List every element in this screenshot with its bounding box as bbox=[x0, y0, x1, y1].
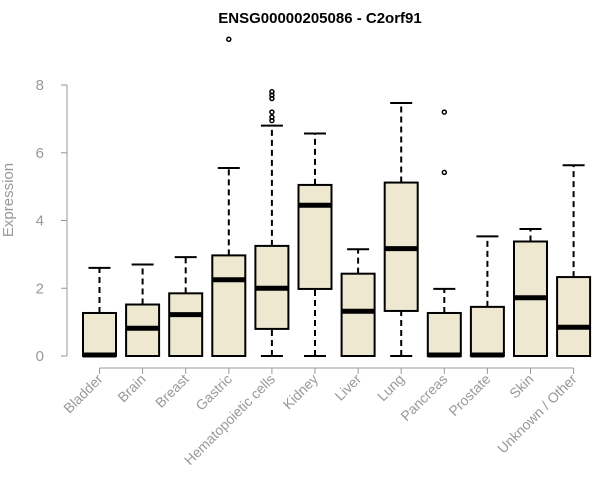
iqr-box bbox=[469, 305, 505, 358]
x-tick-label: Pancreas bbox=[397, 371, 450, 424]
box-kidney bbox=[297, 132, 333, 357]
boxes-group bbox=[82, 36, 592, 358]
iqr-box bbox=[340, 272, 376, 357]
box-lung bbox=[383, 101, 419, 357]
box-prostate bbox=[469, 235, 505, 358]
outlier-point bbox=[441, 169, 448, 176]
box-gastric bbox=[211, 36, 247, 357]
box-breast bbox=[168, 256, 204, 357]
box-pancreas bbox=[426, 109, 462, 358]
iqr-box bbox=[426, 311, 462, 358]
x-tick-label: Liver bbox=[331, 371, 364, 404]
x-tick-label: Brain bbox=[114, 371, 148, 405]
outlier-point bbox=[269, 89, 275, 95]
outlier-point bbox=[269, 109, 275, 115]
iqr-box bbox=[168, 292, 204, 357]
outlier-point bbox=[441, 109, 448, 115]
box-unknown-other bbox=[556, 164, 592, 358]
y-axis: 0 2 4 6 8 bbox=[36, 77, 68, 365]
box-liver bbox=[340, 248, 376, 357]
y-tick-label: 6 bbox=[36, 145, 44, 162]
box-bladder bbox=[82, 266, 117, 358]
x-tick-label: Gastric bbox=[192, 371, 235, 414]
x-tick-label: Prostate bbox=[445, 371, 493, 419]
chart-title: ENSG00000205086 - C2orf91 bbox=[218, 10, 421, 27]
x-tick-label: Bladder bbox=[60, 371, 106, 417]
x-tick-label: Unknown / Other bbox=[494, 371, 580, 457]
y-tick-label: 0 bbox=[36, 348, 44, 365]
iqr-box bbox=[297, 183, 333, 290]
y-tick-label: 8 bbox=[36, 77, 44, 94]
iqr-box bbox=[556, 276, 592, 358]
x-tick-label: Kidney bbox=[280, 371, 322, 413]
box-skin bbox=[513, 227, 548, 357]
x-tick-label: Skin bbox=[506, 371, 537, 402]
y-tick-label: 2 bbox=[36, 280, 44, 297]
x-tick-label: Lung bbox=[374, 371, 407, 404]
outlier-point bbox=[269, 114, 275, 120]
box-brain bbox=[125, 263, 161, 358]
iqr-box bbox=[82, 311, 117, 358]
iqr-box bbox=[211, 254, 247, 357]
x-tick-label: Breast bbox=[152, 371, 192, 411]
y-axis-label: Expression bbox=[0, 163, 17, 237]
box-hematopoietic-cells bbox=[254, 89, 290, 357]
y-tick-label: 4 bbox=[36, 213, 44, 230]
outlier-point bbox=[226, 36, 232, 43]
